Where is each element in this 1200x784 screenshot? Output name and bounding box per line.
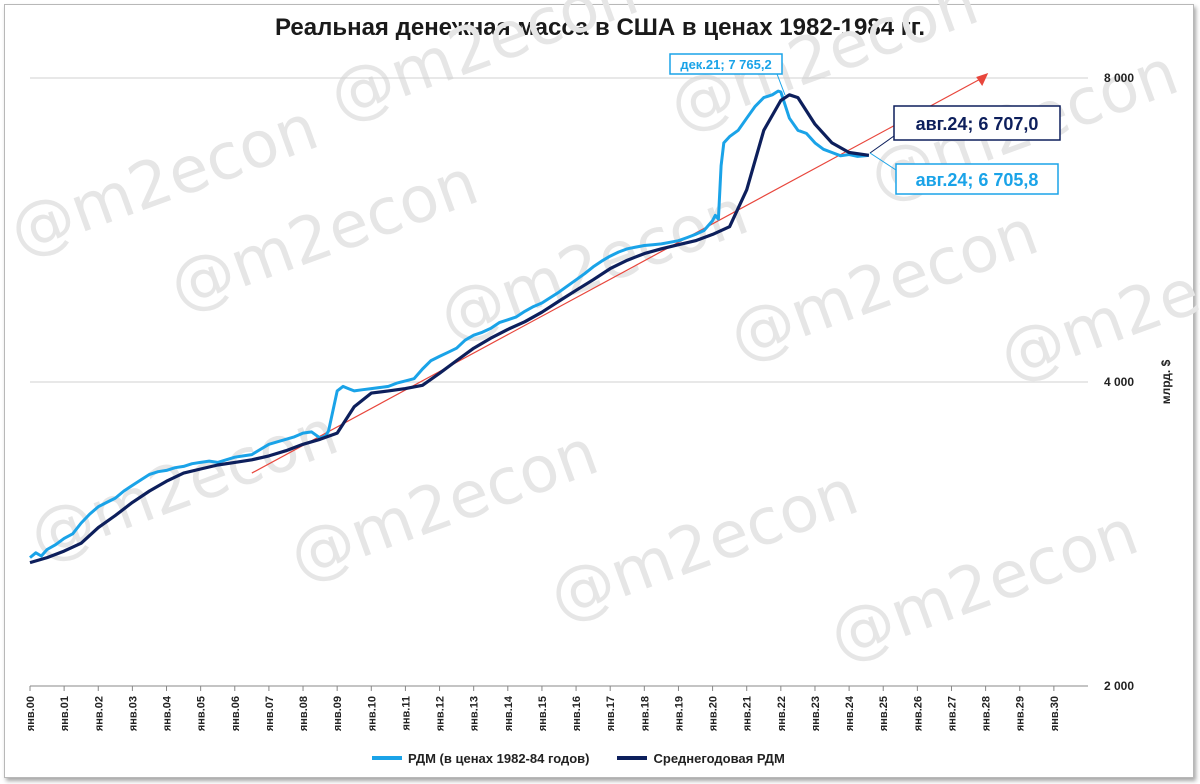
x-tick-label: янв.07 <box>264 696 276 731</box>
x-tick-label: янв.04 <box>162 695 174 731</box>
chart-title: Реальная денежная масса в США в ценах 19… <box>274 14 925 41</box>
y-tick-label: 2 000 <box>1104 679 1134 693</box>
x-tick-label: янв.03 <box>127 696 139 731</box>
watermarks: @m2econ@m2econ@m2econ@m2econ@m2econ@m2ec… <box>0 0 1200 675</box>
x-tick-label: янв.10 <box>366 696 378 731</box>
y-axis: 2 000 4 000 8 000 млрд. $ <box>1104 71 1173 693</box>
x-tick-label: янв.27 <box>946 696 958 731</box>
x-tick-label: янв.20 <box>708 696 720 731</box>
x-tick-label: янв.26 <box>912 696 924 731</box>
x-tick-label: янв.08 <box>298 696 310 731</box>
x-tick-label: янв.22 <box>776 696 788 731</box>
x-tick-label: янв.11 <box>400 696 412 731</box>
legend-item-rdm: РДМ (в ценах 1982-84 годов) <box>372 751 589 766</box>
x-tick-label: янв.17 <box>605 696 617 731</box>
y-tick-label: 8 000 <box>1104 71 1134 85</box>
legend-swatch-rdm <box>372 756 402 760</box>
x-tick-label: янв.21 <box>742 696 754 731</box>
x-tick-label: янв.12 <box>435 696 447 731</box>
x-tick-label: янв.23 <box>810 696 822 731</box>
x-tick-label: янв.09 <box>332 696 344 731</box>
series-line-avg <box>29 93 870 565</box>
x-tick-label: янв.13 <box>469 696 481 731</box>
annotations: дек.21; 7 765,2 авг.24; 6 707,0 авг.24; 6 … <box>669 53 1061 195</box>
watermark-text: @m2econ <box>820 496 1147 675</box>
annotation-leader <box>776 73 786 96</box>
legend: РДМ (в ценах 1982-84 годов) Среднегодова… <box>372 748 813 768</box>
annotation-label: авг.24; 6 707,0 <box>916 114 1039 134</box>
watermark-text: @m2econ <box>320 0 647 135</box>
x-tick-label: янв.24 <box>844 695 856 731</box>
x-tick-label: янв.16 <box>571 696 583 731</box>
x-tick-label: янв.18 <box>639 696 651 731</box>
y-axis-label: млрд. $ <box>1159 359 1173 404</box>
x-tick-label: янв.05 <box>196 696 208 731</box>
series-line-rdm <box>29 89 870 559</box>
annotation-label: дек.21; 7 765,2 <box>680 57 771 72</box>
x-axis: янв.00 янв.01 янв.02 янв.03 янв.04 янв.05 янв.… <box>25 685 1088 731</box>
x-tick-label: янв.19 <box>673 696 685 731</box>
x-tick-label: янв.06 <box>230 696 242 731</box>
annotation-box <box>669 53 783 75</box>
annotation-label: авг.24; 6 705,8 <box>916 170 1039 190</box>
x-tick-label: янв.01 <box>59 696 71 731</box>
legend-label-rdm: РДМ (в ценах 1982-84 годов) <box>408 750 590 766</box>
y-tick-label: 4 000 <box>1104 375 1134 389</box>
trend-line-path <box>251 77 983 474</box>
x-tick-label: янв.15 <box>537 696 549 731</box>
x-tick-label: янв.29 <box>1015 696 1027 731</box>
legend-label-avg: Среднегодовая РДМ <box>653 750 785 766</box>
annotation-leader <box>869 152 897 171</box>
x-tick-label: янв.02 <box>93 696 105 731</box>
legend-swatch-avg <box>617 756 648 760</box>
legend-item-avg: Среднегодовая РДМ <box>617 750 785 766</box>
trend-line <box>251 73 989 474</box>
trend-arrowhead <box>976 73 989 86</box>
series-lines <box>29 89 870 565</box>
x-tick-label: янв.25 <box>878 696 890 731</box>
x-tick-label: янв.28 <box>981 696 993 731</box>
x-tick-label: янв.14 <box>503 695 515 731</box>
annotation-leader <box>869 135 895 154</box>
annotation-box <box>893 105 1061 141</box>
annotation-box <box>895 163 1059 195</box>
x-tick-label: янв.00 <box>25 696 37 731</box>
x-tick-label: янв.30 <box>1049 696 1061 731</box>
